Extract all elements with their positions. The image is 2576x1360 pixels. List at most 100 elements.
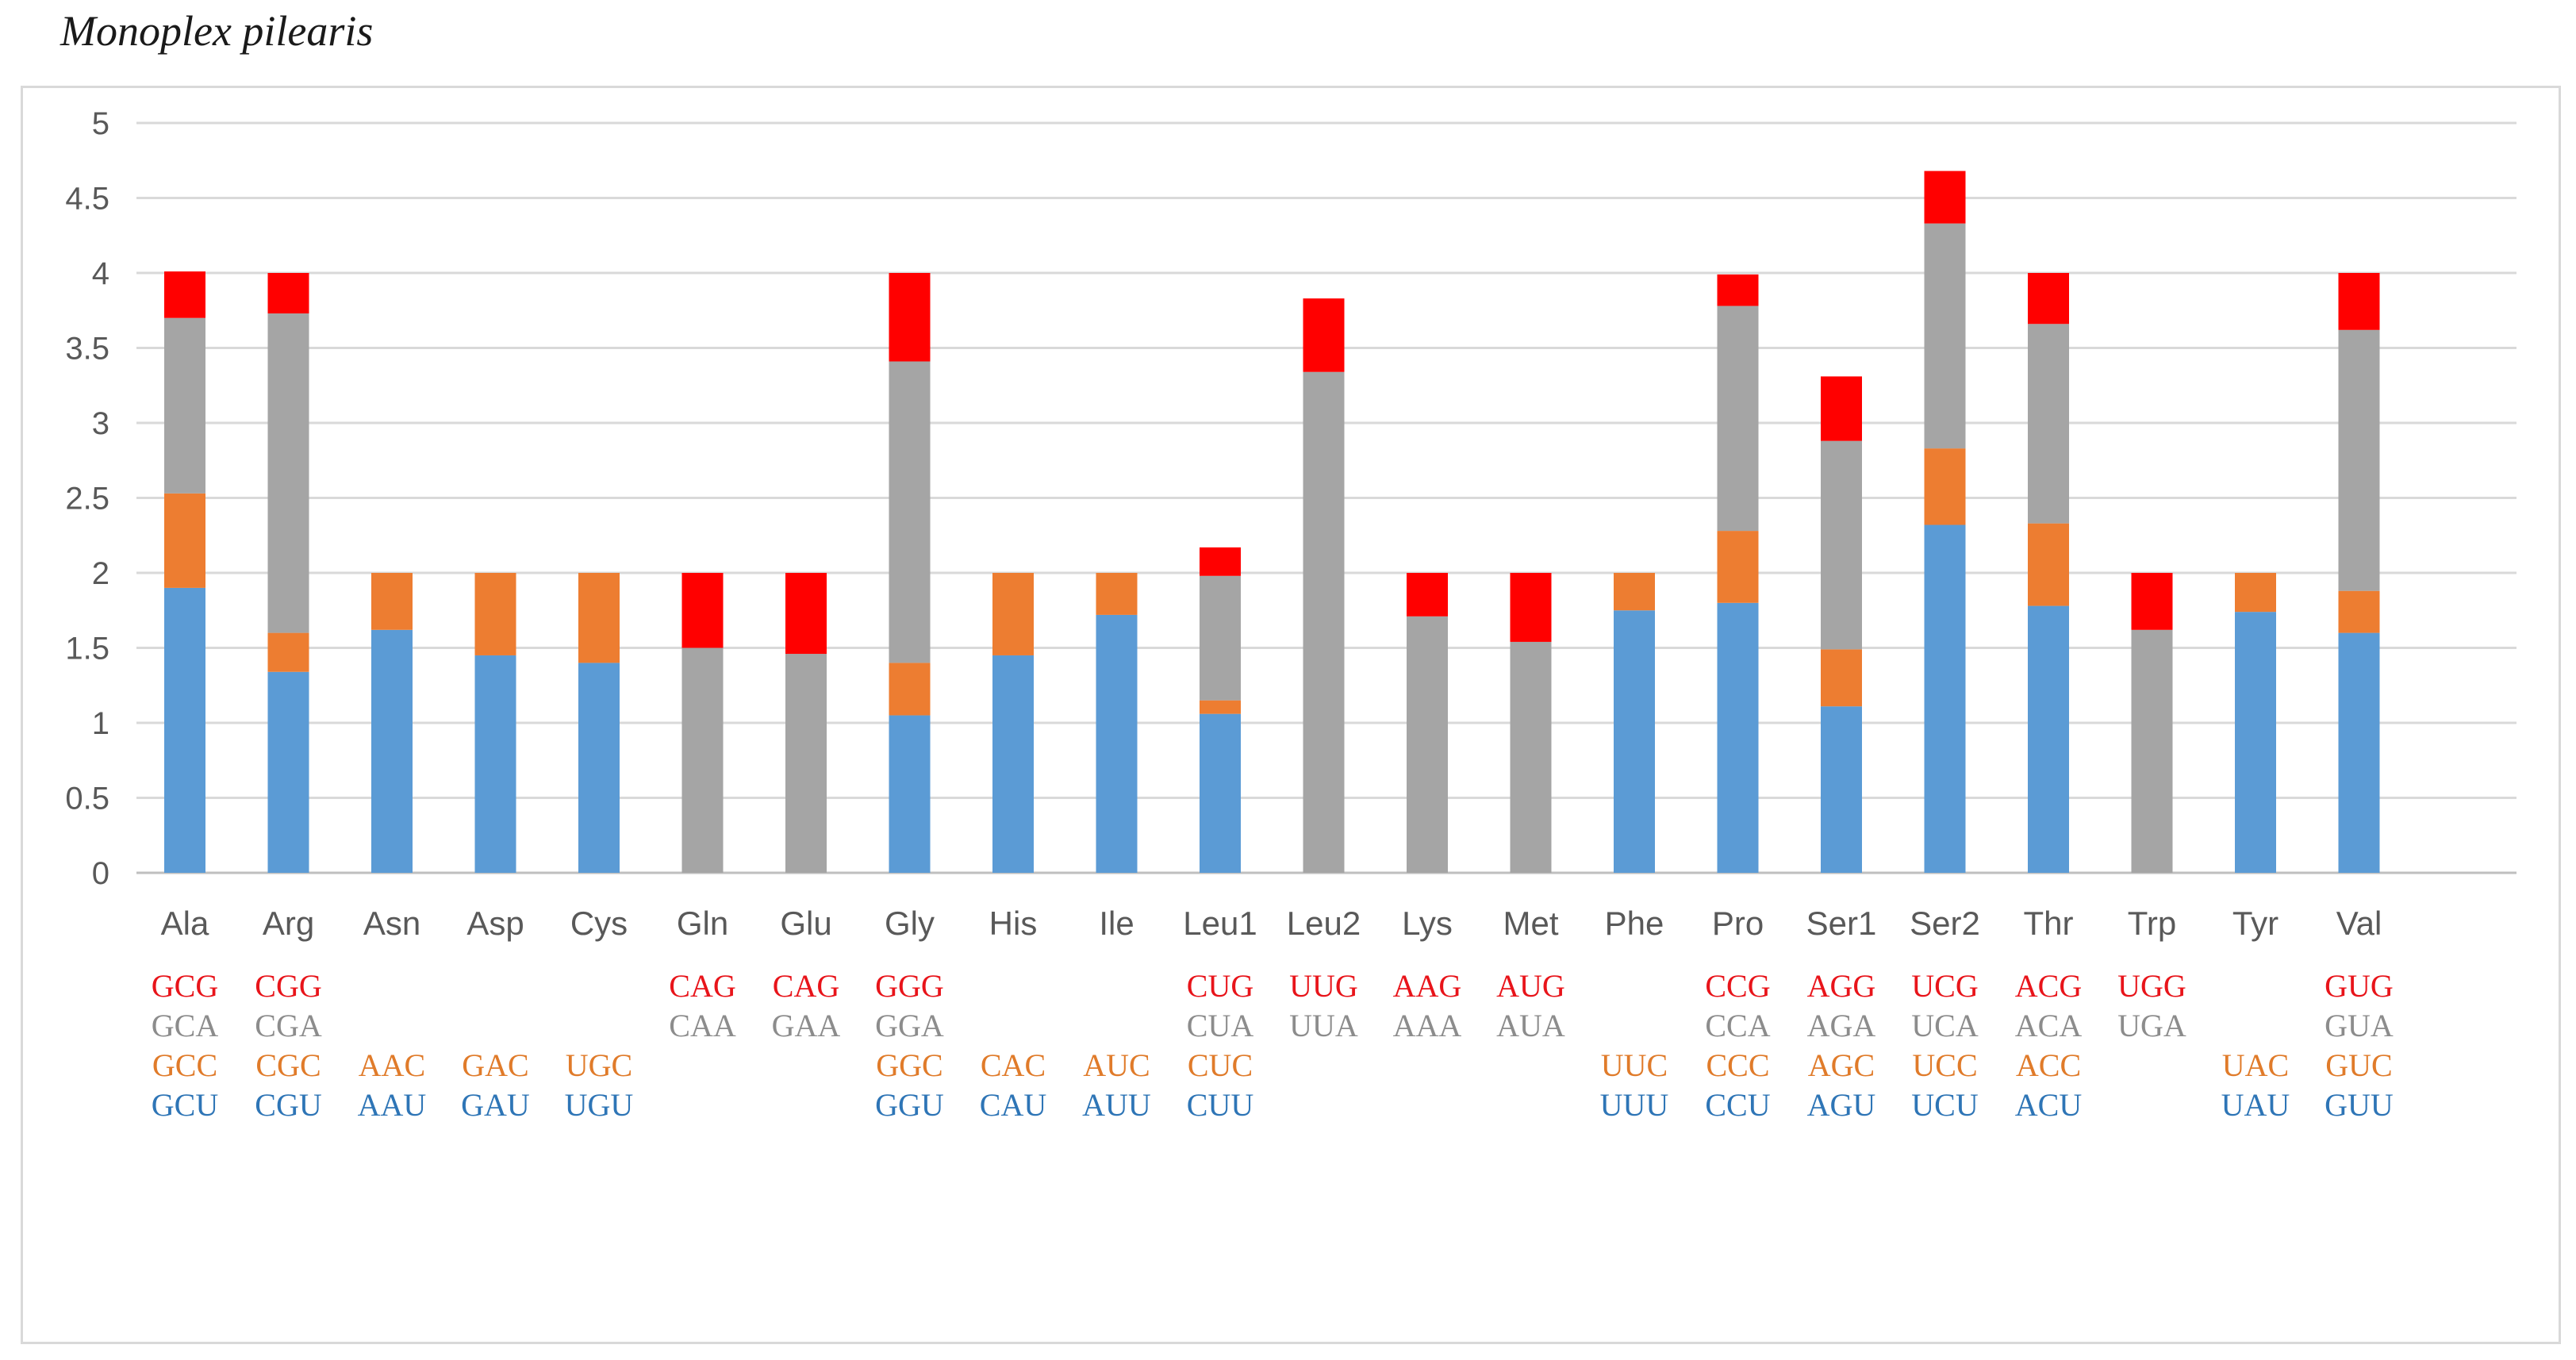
y-tick-label: 4 xyxy=(92,256,109,291)
bar-Ser2-codon3 xyxy=(1924,448,1966,525)
codon-label: GCG xyxy=(152,968,218,1004)
bar-Trp-codon1 xyxy=(2131,573,2173,630)
x-category-label: Leu2 xyxy=(1287,905,1361,942)
x-category-label: Gly xyxy=(885,905,935,942)
bar-Ser1-codon3 xyxy=(1821,649,1862,707)
x-axis-categories: Ala Arg Asn Asp Cys Gln Glu Gly His Ile Leu1 Leu2 Ly… xyxy=(161,905,2382,942)
bar-Ala-codon3 xyxy=(164,493,205,588)
bar-Thr-codon3 xyxy=(2028,523,2069,606)
x-category-label: Lys xyxy=(1402,905,1453,942)
bar-Ala-codon4 xyxy=(164,587,205,873)
codon-label: ACA xyxy=(2015,1008,2083,1043)
bar-Gly-codon3 xyxy=(889,663,931,716)
codon-label: UGA xyxy=(2117,1008,2186,1043)
bar-Leu1-codon3 xyxy=(1200,700,1241,714)
y-tick-label: 3 xyxy=(92,406,109,441)
bar-Ala-codon1 xyxy=(164,271,205,318)
bar-Val-codon4 xyxy=(2338,632,2380,873)
codon-label: CUG xyxy=(1187,968,1253,1004)
bar-Ser1-codon4 xyxy=(1821,706,1862,873)
bar-Tyr-codon3 xyxy=(2235,573,2276,613)
bar-Tyr-codon4 xyxy=(2235,612,2276,873)
bar-Glu-codon1 xyxy=(785,573,827,655)
codon-label: AUU xyxy=(1082,1087,1151,1123)
codon-label: CAU xyxy=(980,1087,1047,1123)
bar-Gly-codon2 xyxy=(889,361,931,663)
y-axis-ticks: 0 0.5 1 1.5 2 2.5 3 3.5 4 4.5 5 xyxy=(65,106,109,891)
codon-label: GCU xyxy=(152,1087,219,1123)
codon-label: AGA xyxy=(1807,1008,1876,1043)
x-category-label: Thr xyxy=(2024,905,2074,942)
codon-label: UGC xyxy=(566,1047,632,1083)
x-category-label: Trp xyxy=(2128,905,2176,942)
bar-Arg-codon4 xyxy=(267,671,309,873)
codon-label: GGA xyxy=(875,1008,944,1043)
bar-Thr-codon1 xyxy=(2028,273,2069,325)
codon-label: UAC xyxy=(2222,1047,2289,1083)
x-category-label: Glu xyxy=(780,905,831,942)
bar-Pro-codon1 xyxy=(1717,274,1759,306)
codon-label: UGU xyxy=(565,1087,634,1123)
codon-label: AUC xyxy=(1083,1047,1150,1083)
gridlines xyxy=(136,121,2516,874)
bar-Gln-codon2 xyxy=(681,647,724,873)
y-tick-label: 2 xyxy=(92,556,109,591)
codon-label: GAA xyxy=(772,1008,841,1043)
codon-label: AGC xyxy=(1808,1047,1875,1083)
bar-Ser2-codon1 xyxy=(1924,171,1966,224)
x-category-label: Val xyxy=(2336,905,2382,942)
bar-Leu2-codon2 xyxy=(1303,371,1345,873)
bar-Leu1-codon2 xyxy=(1200,575,1241,701)
codon-label: UCA xyxy=(1911,1008,1979,1043)
y-tick-label: 3.5 xyxy=(65,332,109,367)
y-tick-label: 0 xyxy=(92,856,109,891)
bar-Glu-codon2 xyxy=(785,654,827,873)
bar-Phe-codon3 xyxy=(1614,573,1655,611)
codon-label: AGG xyxy=(1807,968,1876,1004)
bar-His-codon4 xyxy=(992,655,1034,873)
codon-label: UUG xyxy=(1289,968,1358,1004)
chart-frame xyxy=(21,86,2561,1344)
bars xyxy=(164,171,2380,873)
bar-Ser2-codon2 xyxy=(1924,223,1966,449)
codon-label: CGA xyxy=(255,1008,322,1043)
codon-label: GGU xyxy=(875,1087,944,1123)
bar-Ser1-codon2 xyxy=(1821,440,1862,650)
codon-label: CGG xyxy=(255,968,321,1004)
bar-Met-codon1 xyxy=(1510,573,1552,642)
codon-label: AUA xyxy=(1496,1008,1565,1043)
bar-Asn-codon3 xyxy=(371,573,413,630)
bar-Leu1-codon1 xyxy=(1200,547,1241,576)
codon-label: UCC xyxy=(1912,1047,1977,1083)
codon-label: CGU xyxy=(255,1087,322,1123)
bar-Asp-codon4 xyxy=(474,655,516,873)
x-category-label: Ile xyxy=(1099,905,1134,942)
y-tick-label: 1.5 xyxy=(65,632,109,667)
bar-Asn-codon4 xyxy=(371,629,413,873)
codon-label: CAC xyxy=(981,1047,1046,1083)
codon-label: GAU xyxy=(461,1087,530,1123)
codon-label: CCG xyxy=(1705,968,1770,1004)
codon-label: UUU xyxy=(1600,1087,1669,1123)
x-category-label: Ser1 xyxy=(1806,905,1877,942)
bar-Cys-codon3 xyxy=(578,573,620,663)
y-tick-label: 2.5 xyxy=(65,482,109,517)
bar-Val-codon1 xyxy=(2338,273,2380,330)
x-category-label: Leu1 xyxy=(1183,905,1257,942)
bar-Ile-codon4 xyxy=(1096,614,1138,873)
codon-label: CAA xyxy=(669,1008,736,1043)
bar-Ser1-codon1 xyxy=(1821,376,1862,441)
bar-Val-codon3 xyxy=(2338,590,2380,633)
bar-Leu2-codon1 xyxy=(1303,298,1345,372)
x-category-label: Arg xyxy=(263,905,314,942)
bar-Arg-codon3 xyxy=(267,632,309,672)
codon-label: GUG xyxy=(2325,968,2394,1004)
codon-label: GGC xyxy=(876,1047,942,1083)
x-category-label: His xyxy=(989,905,1038,942)
codon-label: AAA xyxy=(1393,1008,1462,1043)
codon-label: UAU xyxy=(2221,1087,2290,1123)
codon-label: GGG xyxy=(875,968,944,1004)
bar-Arg-codon2 xyxy=(267,313,309,633)
bar-Asp-codon3 xyxy=(474,573,516,655)
y-tick-label: 0.5 xyxy=(65,782,109,816)
